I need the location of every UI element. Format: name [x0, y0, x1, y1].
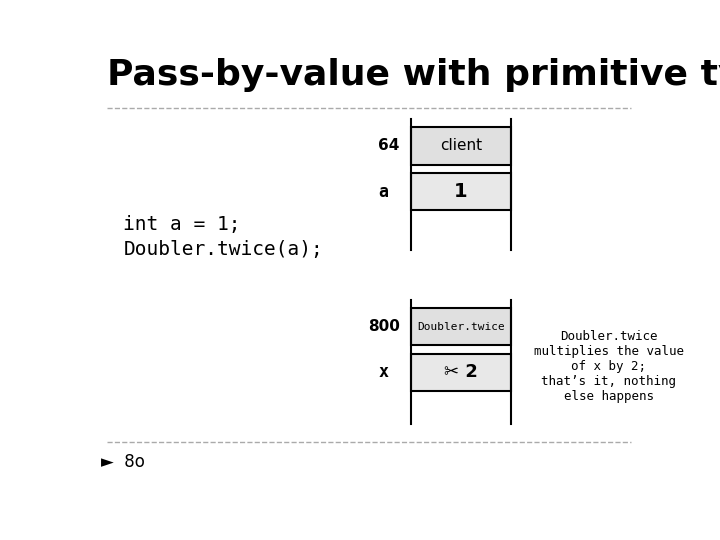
Text: int a = 1;: int a = 1;: [124, 215, 241, 234]
Text: ✂ 2: ✂ 2: [444, 363, 478, 381]
Text: Pass-by-value with primitive types: Pass-by-value with primitive types: [107, 58, 720, 92]
Text: Doubler.twice(a);: Doubler.twice(a);: [124, 240, 323, 259]
FancyBboxPatch shape: [411, 308, 511, 346]
Text: Doubler.twice: Doubler.twice: [417, 322, 505, 332]
Text: 1: 1: [454, 182, 468, 201]
Text: 800: 800: [368, 319, 400, 334]
Text: a: a: [379, 183, 389, 201]
Text: client: client: [440, 138, 482, 153]
Text: ►  8o: ► 8o: [101, 453, 145, 471]
Text: Doubler.twice
multiplies the value
of x by 2;
that’s it, nothing
else happens: Doubler.twice multiplies the value of x …: [534, 330, 683, 403]
FancyBboxPatch shape: [411, 354, 511, 391]
Text: 64: 64: [378, 138, 400, 153]
FancyBboxPatch shape: [411, 173, 511, 210]
FancyBboxPatch shape: [411, 127, 511, 165]
Text: x: x: [379, 363, 389, 381]
